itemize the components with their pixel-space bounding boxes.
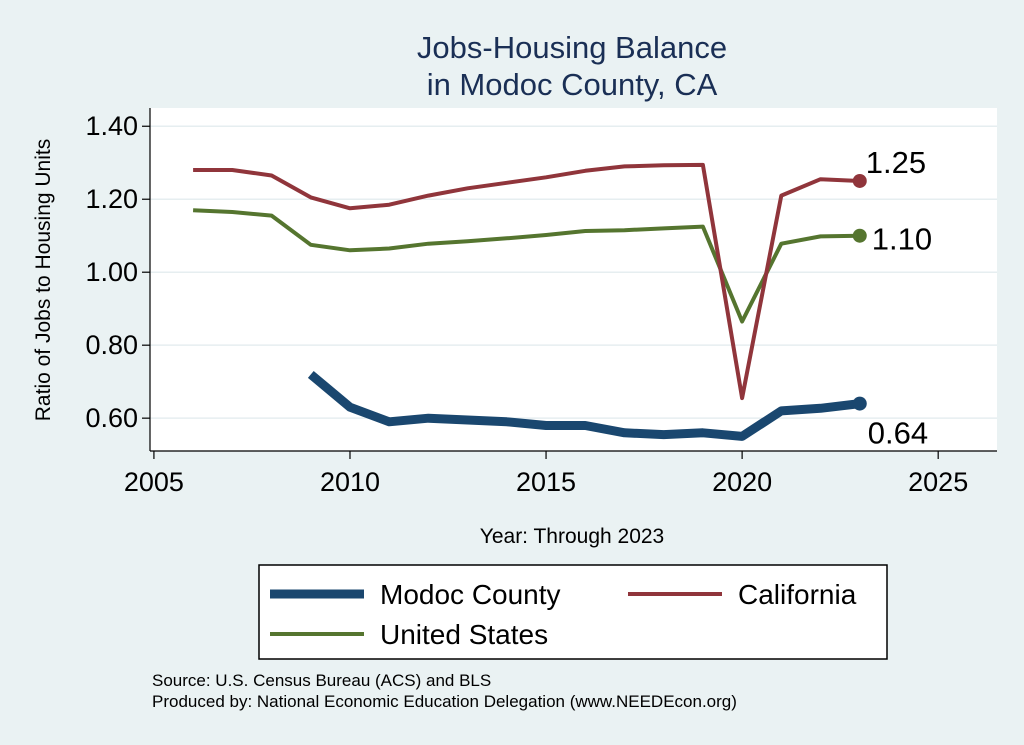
end-labels: 0.64 1.25 1.10 (866, 145, 932, 451)
legend: Modoc County California United States (258, 564, 888, 660)
series-line-united-states (193, 208, 860, 324)
y-tick-label: 0.60 (85, 403, 138, 433)
end-point-united-states (852, 228, 867, 243)
chart-title-line-1: Jobs-Housing Balance (417, 30, 727, 65)
x-tick-label: 2015 (516, 467, 576, 497)
end-point-modoc-county (852, 396, 867, 411)
x-tick-label: 2025 (908, 467, 968, 497)
legend-label-modoc-county: Modoc County (380, 579, 561, 610)
end-label-modoc-county: 0.64 (868, 416, 928, 451)
grid (150, 125, 997, 419)
x-axis-label: Year: Through 2023 (480, 525, 665, 548)
x-tick-label: 2005 (124, 467, 184, 497)
plot-area (150, 108, 997, 451)
y-axis-label: Ratio of Jobs to Housing Units (32, 139, 55, 421)
producer-note: Produced by: National Economic Education… (152, 692, 737, 711)
end-point-california (852, 173, 867, 188)
y-tick-label: 1.00 (85, 257, 138, 287)
series-line-california (193, 162, 860, 401)
series (193, 162, 867, 441)
axes: 0.60 0.80 1.00 1.20 1.40 2005 2010 2015 2020 2025 (85, 108, 997, 497)
end-label-california: 1.25 (866, 145, 926, 180)
series-line-modoc-county (307, 370, 861, 441)
legend-box (258, 564, 888, 660)
legend-label-united-states: United States (380, 619, 548, 650)
y-tick-label: 0.80 (85, 330, 138, 360)
x-tick-label: 2020 (712, 467, 772, 497)
source-note: Source: U.S. Census Bureau (ACS) and BLS (152, 671, 491, 690)
x-tick-label: 2010 (320, 467, 380, 497)
y-tick-label: 1.20 (85, 184, 138, 214)
legend-label-california: California (738, 579, 857, 610)
y-tick-label: 1.40 (85, 111, 138, 141)
end-label-united-states: 1.10 (872, 222, 932, 257)
legend-items: Modoc County California United States (270, 579, 857, 650)
chart-title-line-2: in Modoc County, CA (427, 67, 718, 102)
